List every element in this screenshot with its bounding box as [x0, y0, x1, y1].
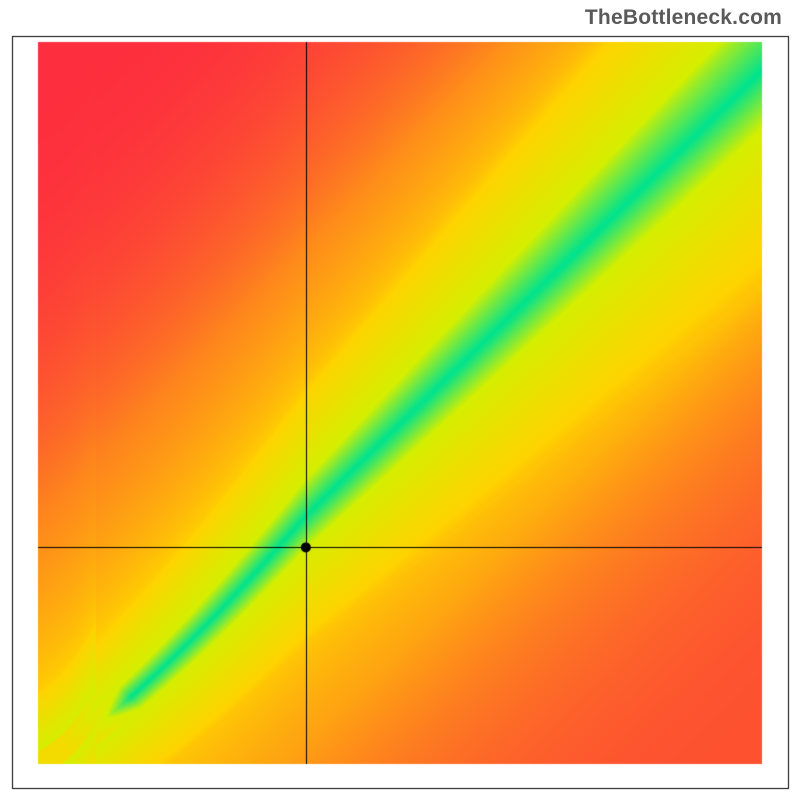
watermark-label: TheBottleneck.com [585, 6, 782, 30]
heatmap-canvas [0, 0, 800, 800]
chart-container: TheBottleneck.com [0, 0, 800, 800]
